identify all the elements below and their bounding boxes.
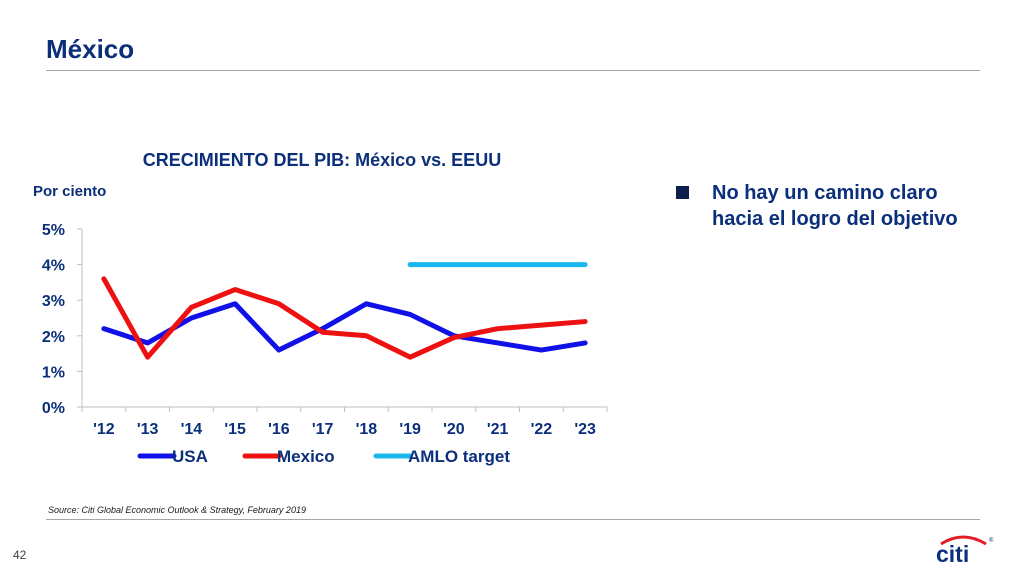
source-divider [46,519,980,520]
x-tick-label: '18 [356,421,378,438]
x-tick-label: '23 [574,421,596,438]
series-line-mexico [101,276,588,360]
bullet-text: No hay un camino claro hacia el logro de… [712,182,958,230]
square-bullet-icon [676,186,689,199]
x-tick-label: '22 [531,421,553,438]
y-tick-label: 3% [42,293,65,310]
x-tick-label: '21 [487,421,509,438]
y-axis-label: Por ciento [33,183,106,200]
series-line-usa [101,301,588,353]
chart-title: CRECIMIENTO DEL PIB: México vs. EEUU [143,150,501,170]
legend-label-mexico: Mexico [277,447,335,466]
x-tick-label: '17 [312,421,334,438]
x-tick-label: '15 [224,421,246,438]
legend-label-amlo-target: AMLO target [408,447,510,466]
y-tick-label: 4% [42,258,65,275]
logo-arc [940,535,987,546]
x-tick-label: '20 [443,421,465,438]
logo-registered-mark: ® [989,537,994,544]
logo-text: citi [936,541,969,567]
x-tick-label: '12 [93,421,115,438]
y-tick-label: 5% [42,222,65,239]
title-divider [46,70,980,71]
x-tick-label: '14 [181,421,203,438]
y-tick-label: 1% [42,364,65,381]
x-tick-label: '19 [399,421,421,438]
x-tick-label: '13 [137,421,159,438]
y-tick-label: 0% [42,400,65,417]
page-number: 42 [13,548,27,562]
y-tick-label: 2% [42,329,65,346]
source-note: Source: Citi Global Economic Outlook & S… [48,505,306,515]
legend-label-usa: USA [172,447,208,466]
x-tick-label: '16 [268,421,290,438]
citi-logo-icon: citi ® [936,535,994,567]
slide-title: México [46,34,135,64]
